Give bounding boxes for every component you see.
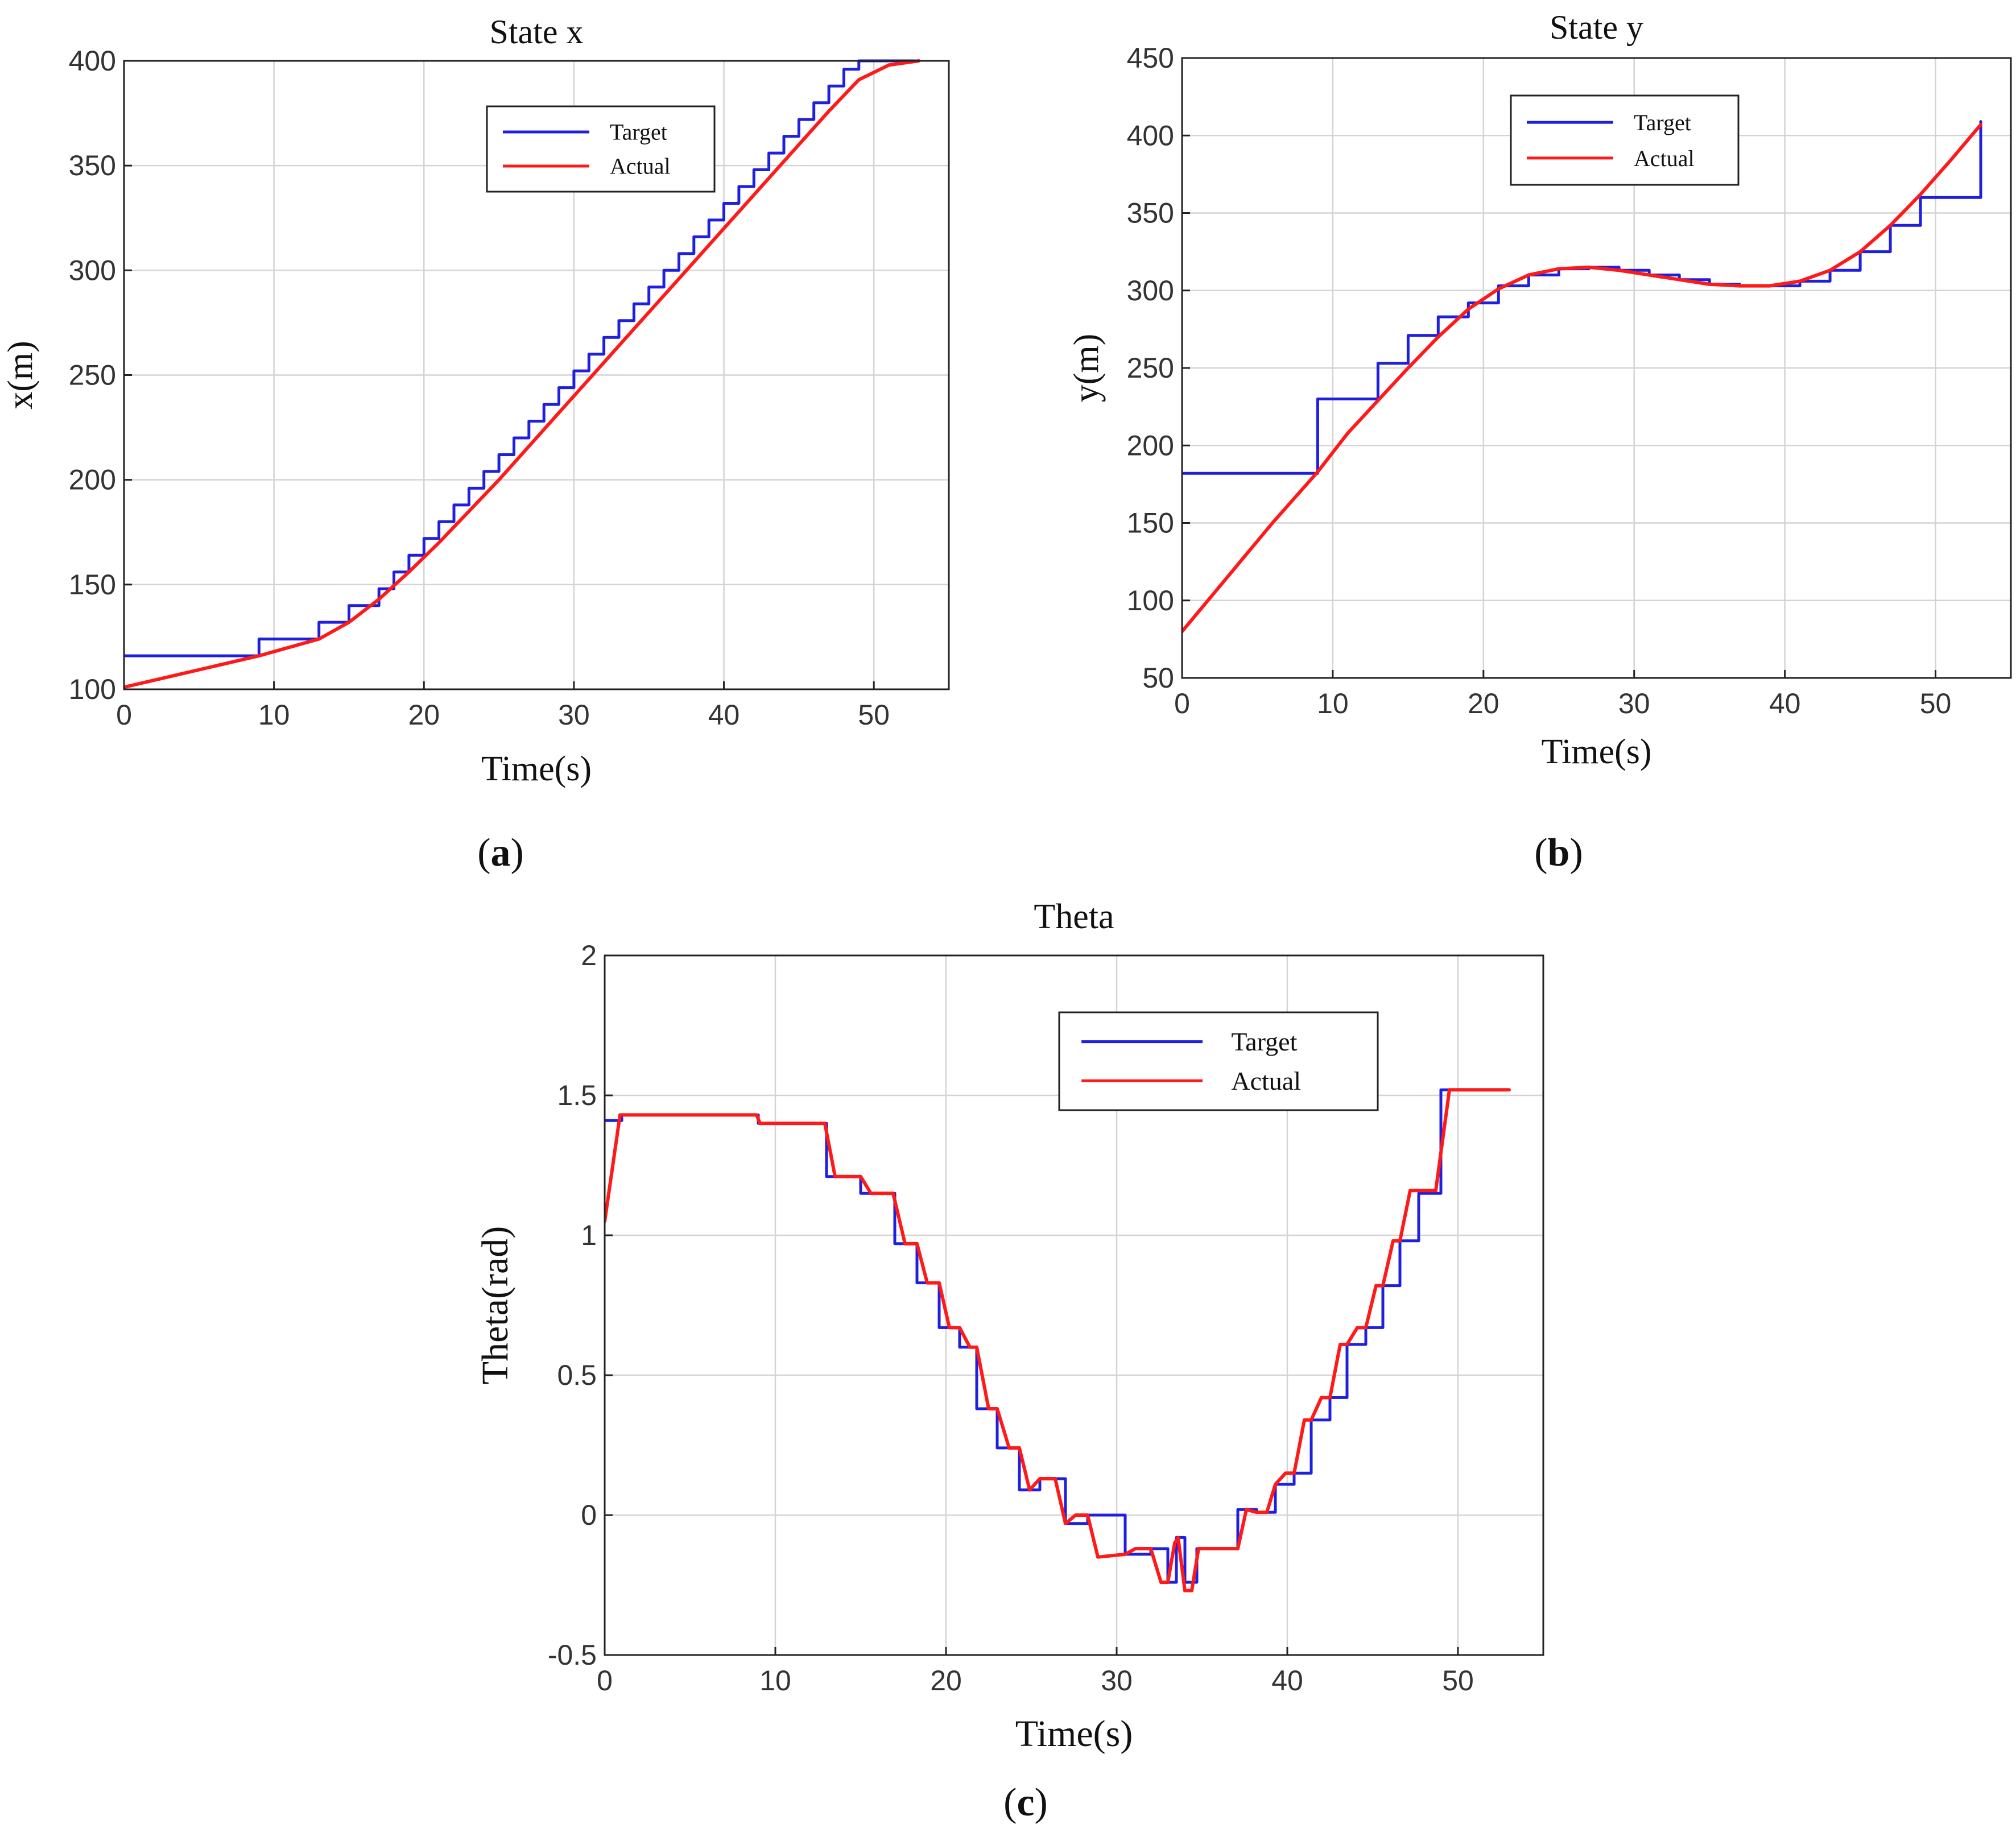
chart-title: State x bbox=[490, 13, 584, 51]
y-tick-label: 250 bbox=[69, 359, 116, 391]
x-tick-label: 20 bbox=[408, 699, 440, 731]
x-tick-label: 0 bbox=[1174, 688, 1190, 719]
x-tick-label: 40 bbox=[708, 699, 740, 731]
x-tick-label: 40 bbox=[1271, 1665, 1303, 1697]
y-tick-label: 350 bbox=[1127, 197, 1174, 229]
chart-panel-b: 0 10 20 30 40 50 50 100 150 200 250 300 350 400 450 Sta… bbox=[1067, 9, 2012, 875]
legend-label-actual: Actual bbox=[610, 154, 671, 179]
panel-label: (b) bbox=[1534, 831, 1583, 875]
x-tick-label: 30 bbox=[1618, 688, 1650, 719]
chart-title: State y bbox=[1550, 9, 1643, 46]
x-axis-label: Time(s) bbox=[1015, 1713, 1133, 1755]
legend-box bbox=[486, 105, 716, 193]
y-tick-label: 400 bbox=[1127, 119, 1174, 151]
x-tick-label: 30 bbox=[1101, 1665, 1133, 1697]
x-tick-label: 10 bbox=[258, 699, 290, 731]
series-line-actual bbox=[124, 59, 921, 689]
legend: Target Actual bbox=[1510, 94, 1740, 186]
y-tick-label: 100 bbox=[69, 673, 116, 705]
legend-label-target: Target bbox=[1231, 1027, 1297, 1056]
y-axis-label: x(m) bbox=[1, 341, 40, 409]
panel-label: (a) bbox=[477, 831, 524, 875]
x-tick-label: 10 bbox=[1317, 688, 1349, 719]
y-tick-label: 450 bbox=[1127, 42, 1174, 74]
series-line-target bbox=[124, 59, 920, 657]
y-tick-label: 100 bbox=[1127, 585, 1174, 617]
legend-label-target: Target bbox=[1634, 110, 1691, 135]
chart-panel-c: 0 10 20 30 40 50-0.500.511.52ThetaTime(s)Thet… bbox=[474, 897, 1544, 1824]
y-tick-label: 1.5 bbox=[557, 1079, 597, 1111]
y-tick-label: 150 bbox=[69, 569, 116, 601]
y-tick-label: 0 bbox=[581, 1499, 597, 1531]
x-tick-label: 0 bbox=[116, 699, 132, 731]
x-axis-label: Time(s) bbox=[1541, 733, 1651, 771]
series-line-actual bbox=[605, 1088, 1511, 1592]
y-tick-label: -0.5 bbox=[548, 1639, 597, 1671]
legend-box bbox=[1058, 1011, 1379, 1111]
y-axis-label: y(m) bbox=[1067, 334, 1106, 403]
x-axis-label: Time(s) bbox=[481, 750, 592, 788]
y-tick-label: 150 bbox=[1127, 507, 1174, 539]
axes-box bbox=[604, 954, 1544, 1656]
x-tick-label: 10 bbox=[759, 1665, 791, 1697]
y-tick-label: 200 bbox=[69, 464, 116, 496]
y-tick-label: 300 bbox=[1127, 275, 1174, 307]
legend-label-actual: Actual bbox=[1231, 1066, 1301, 1095]
panel-label: (c) bbox=[1003, 1781, 1048, 1824]
y-tick-label: 250 bbox=[1127, 352, 1174, 384]
x-tick-label: 30 bbox=[558, 699, 590, 731]
x-tick-label: 0 bbox=[597, 1665, 613, 1697]
chart-title: Theta bbox=[1034, 897, 1114, 936]
legend-box bbox=[1510, 94, 1740, 186]
y-tick-label: 50 bbox=[1142, 662, 1174, 694]
y-tick-label: 300 bbox=[69, 254, 116, 286]
legend-label-actual: Actual bbox=[1634, 146, 1695, 171]
legend: Target Actual bbox=[1058, 1011, 1379, 1111]
legend: Target Actual bbox=[486, 105, 716, 193]
y-tick-label: 400 bbox=[69, 45, 116, 77]
x-tick-label: 50 bbox=[1920, 688, 1952, 719]
y-axis-label: Theta(rad) bbox=[474, 1226, 516, 1384]
y-tick-label: 200 bbox=[1127, 429, 1174, 461]
x-tick-label: 50 bbox=[1442, 1665, 1474, 1697]
series-line-actual bbox=[1182, 123, 1982, 634]
x-tick-label: 40 bbox=[1769, 688, 1801, 719]
x-tick-label: 20 bbox=[1468, 688, 1499, 719]
series-line-target bbox=[1182, 120, 1982, 475]
x-tick-label: 20 bbox=[930, 1665, 962, 1697]
y-tick-label: 2 bbox=[581, 940, 597, 971]
y-tick-label: 0.5 bbox=[557, 1359, 597, 1391]
x-tick-label: 50 bbox=[858, 699, 890, 731]
y-tick-label: 350 bbox=[69, 150, 116, 181]
chart-panel-a: 0 10 20 30 40 50 100 150 200 250 300 350 400 State x T… bbox=[1, 13, 950, 875]
y-tick-label: 1 bbox=[581, 1219, 597, 1251]
legend-label-target: Target bbox=[610, 119, 667, 145]
